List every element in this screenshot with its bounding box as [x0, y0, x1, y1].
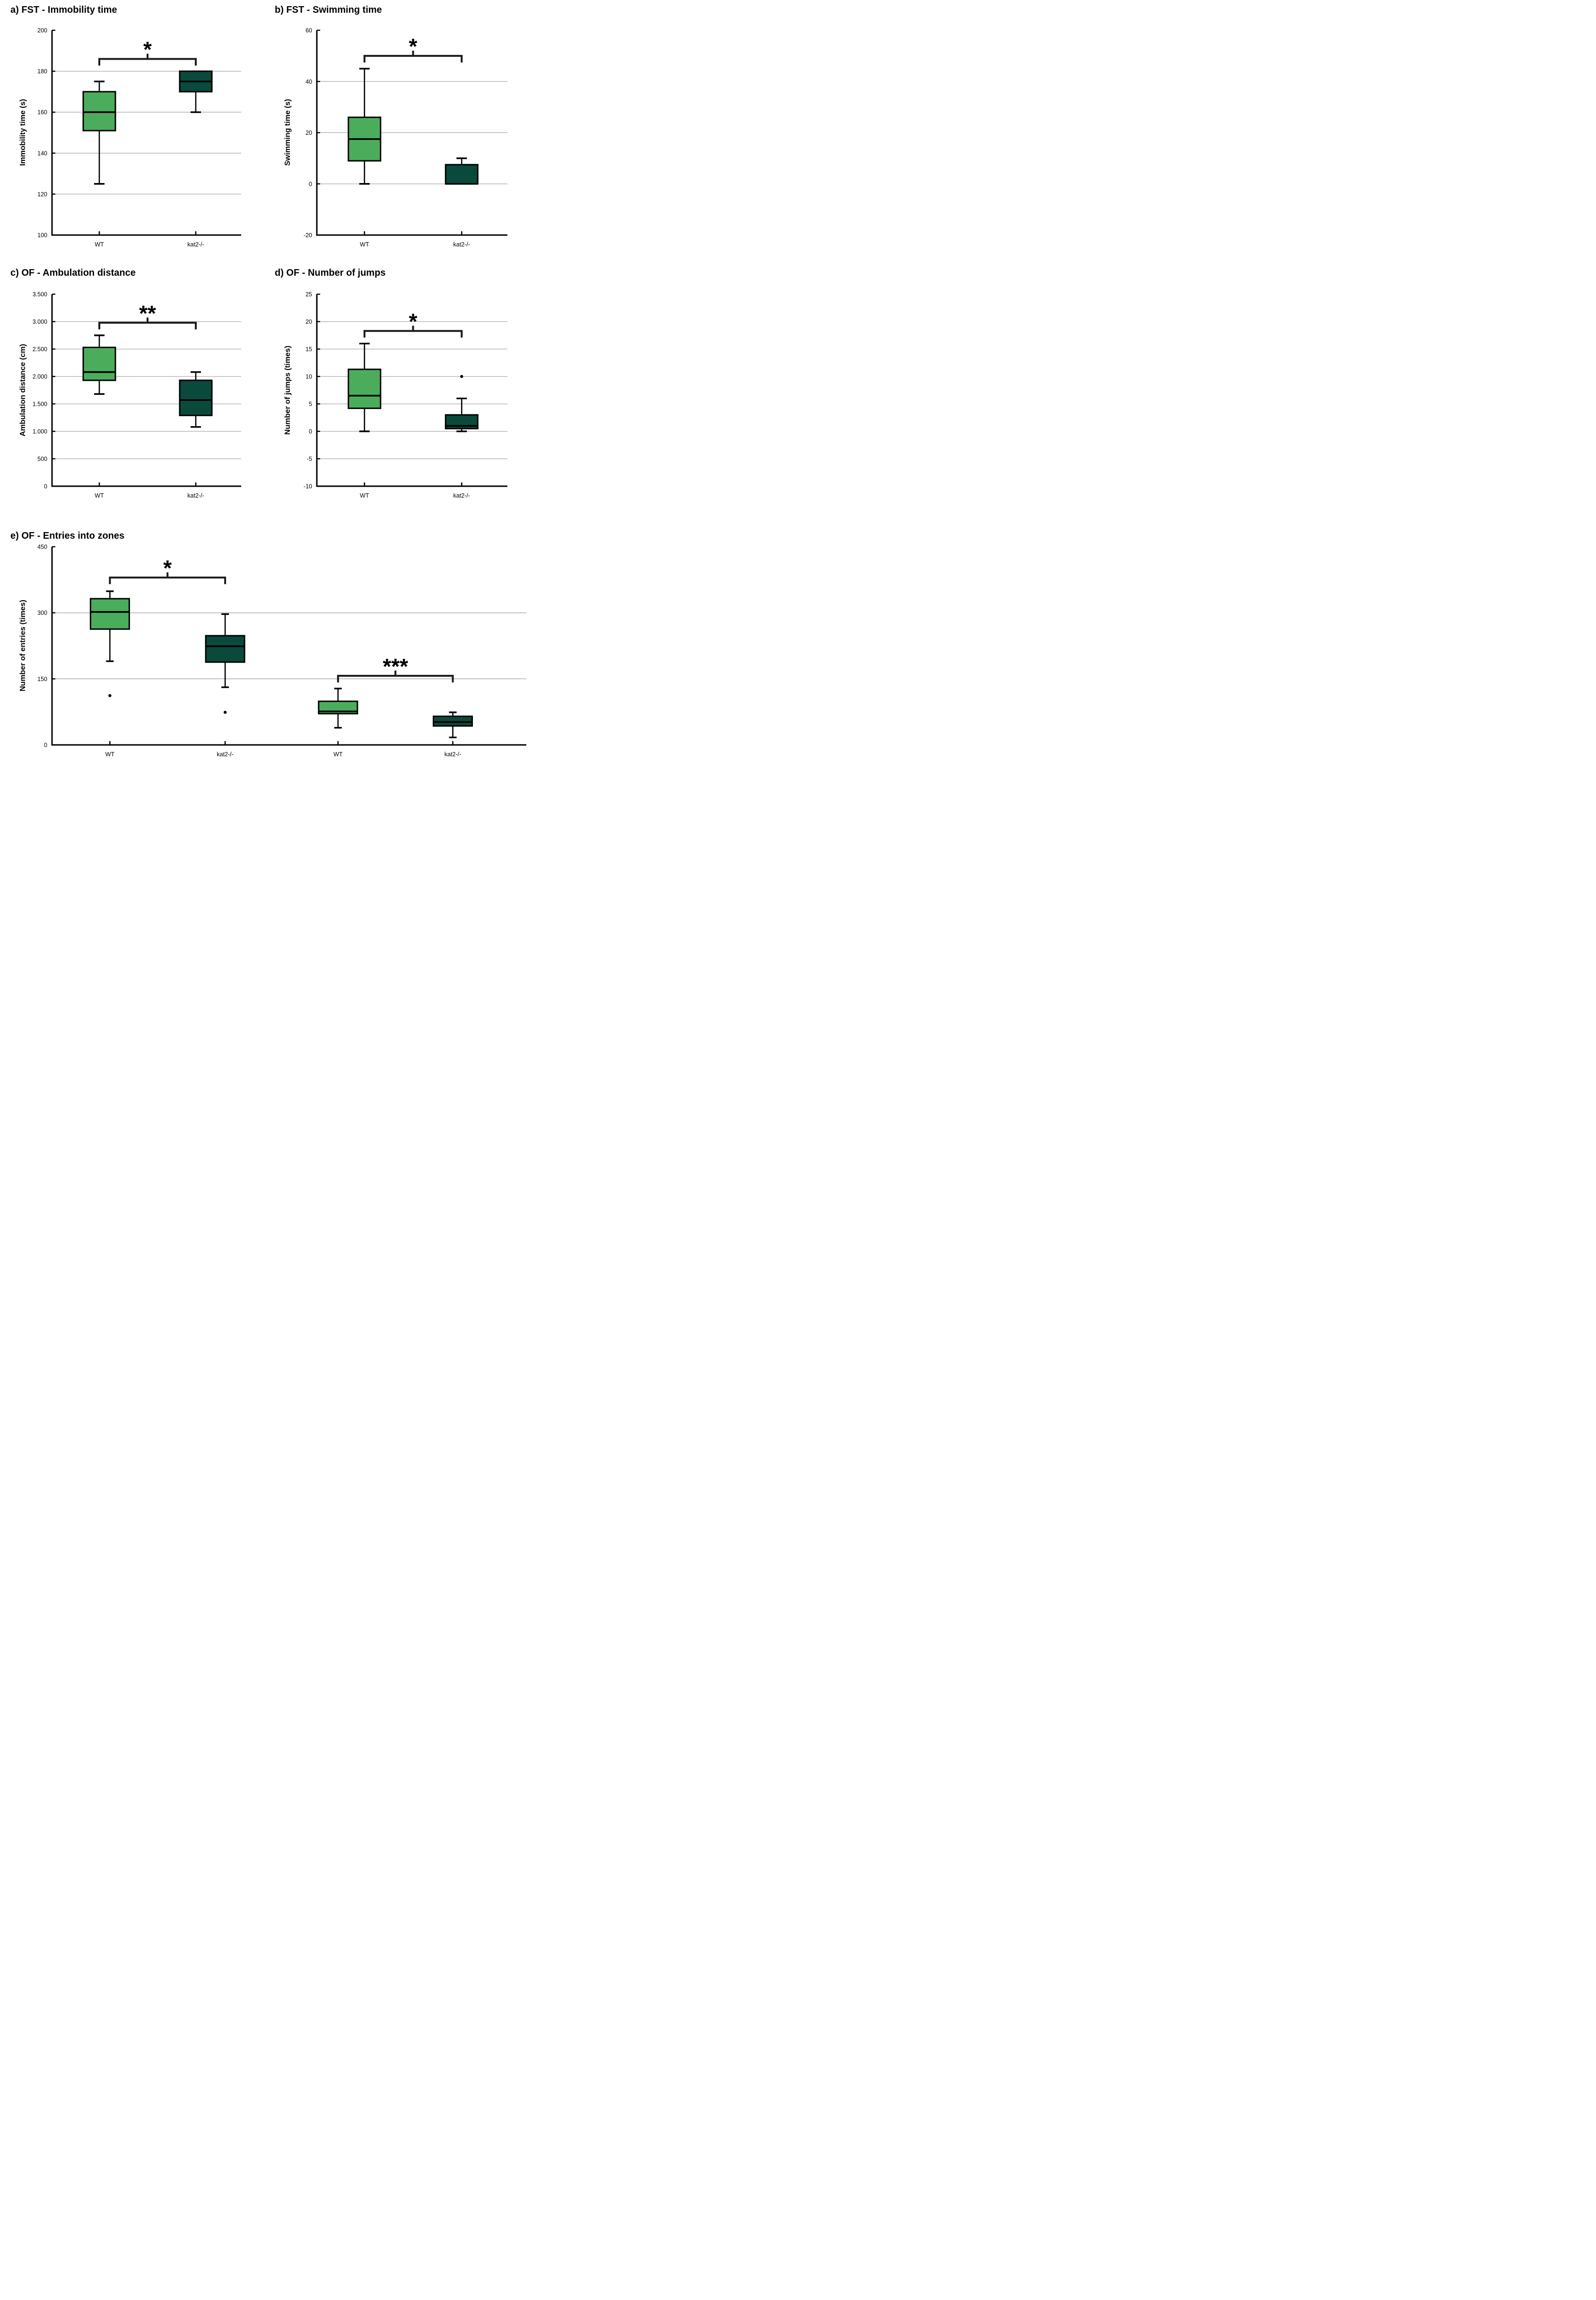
x-category-label: WT [360, 492, 369, 499]
y-tick-label: 2.500 [33, 346, 47, 353]
panel-c-plot-area: 0 500 1.000 1.500 2.000 2.500 3.000 3.500 WT kat2… [33, 291, 241, 499]
y-tick-label: 20 [305, 319, 312, 325]
panel-c: c) OF - Ambulation distance Ambulation d… [0, 260, 266, 528]
y-tick-label: 150 [37, 676, 47, 682]
panel-a: a) FST - Immobility time Immobility time… [0, 0, 266, 260]
panel-b-title: b) FST - Swimming time [275, 5, 382, 15]
y-tick-label: 500 [37, 456, 47, 463]
y-tick-label: 3.500 [33, 291, 47, 298]
panel-e: e) OF - Entries into zones Number of ent… [0, 528, 532, 767]
x-category-label: WT [95, 492, 104, 499]
y-tick-label: 120 [37, 191, 47, 198]
panel-d-chart: d) OF - Number of jumps Number of jumps … [275, 268, 507, 499]
y-tick-label: 160 [37, 109, 47, 116]
panel-b-chart: b) FST - Swimming time Swimming time (s)… [275, 5, 507, 248]
outlier-dot [223, 710, 227, 714]
panel-c-title: c) OF - Ambulation distance [10, 268, 136, 278]
panel-d: d) OF - Number of jumps Number of jumps … [266, 260, 532, 528]
y-tick-label: -10 [304, 483, 312, 490]
x-category-label: kat2-/- [187, 241, 204, 248]
panel-e-title: e) OF - Entries into zones [10, 531, 124, 541]
x-category-label: WT [95, 241, 104, 248]
figure: a) FST - Immobility time Immobility time… [0, 0, 532, 767]
outlier-dot [460, 375, 463, 378]
figure-row-1: a) FST - Immobility time Immobility time… [0, 0, 532, 260]
y-tick-label: 10 [305, 374, 312, 380]
x-category-label: kat2-/- [187, 492, 204, 499]
y-tick-label: 0 [44, 483, 47, 490]
y-tick-label: 0 [309, 429, 312, 435]
outlier-dot [108, 694, 112, 697]
y-tick-label: 15 [305, 346, 312, 353]
sig-label: * [409, 309, 418, 334]
box-kat2 [433, 715, 473, 727]
y-tick-label: 300 [37, 610, 47, 616]
panel-d-title: d) OF - Number of jumps [275, 268, 385, 278]
box-wt [82, 347, 116, 381]
x-category-label: kat2-/- [454, 492, 470, 499]
panel-e-ylabel: Number of entries (times) [19, 600, 27, 691]
box-wt [89, 598, 130, 630]
y-tick-label: 450 [37, 544, 47, 551]
panel-c-chart: c) OF - Ambulation distance Ambulation d… [10, 268, 241, 499]
y-tick-label: 100 [37, 232, 47, 239]
x-category-label: kat2-/- [445, 751, 461, 758]
panel-c-ylabel: Ambulation distance (cm) [19, 344, 27, 437]
y-tick-label: 25 [305, 291, 312, 298]
y-tick-label: 140 [37, 150, 47, 157]
y-tick-label: 200 [37, 27, 47, 34]
panel-d-plot-area: -10 -5 0 5 10 15 20 25 WT kat2-/- * [304, 291, 507, 499]
panel-b: b) FST - Swimming time Swimming time (s)… [266, 0, 532, 260]
y-tick-label: 0 [44, 742, 47, 749]
y-tick-label: 5 [309, 401, 312, 408]
box-wt [348, 368, 382, 409]
x-category-label: kat2-/- [217, 751, 233, 758]
y-tick-label: 180 [37, 68, 47, 75]
y-tick-label: 2.000 [33, 374, 47, 380]
figure-row-3: e) OF - Entries into zones Number of ent… [0, 528, 532, 767]
y-tick-label: -20 [304, 232, 312, 239]
y-tick-label: 0 [309, 181, 312, 187]
box-kat2 [205, 635, 245, 663]
figure-row-2: c) OF - Ambulation distance Ambulation d… [0, 260, 532, 528]
x-category-label: WT [360, 241, 369, 248]
sig-bracket [337, 674, 454, 682]
y-tick-label: 1.500 [33, 401, 47, 408]
panel-a-chart: a) FST - Immobility time Immobility time… [10, 5, 241, 248]
panel-d-ylabel: Number of jumps (times) [284, 346, 292, 435]
sig-label: * [163, 556, 172, 580]
panel-a-plot-area: 100 120 140 160 180 200 WT kat2-/- * [37, 27, 241, 248]
panel-a-title: a) FST - Immobility time [10, 5, 117, 15]
box-kat2 [445, 164, 479, 185]
x-category-label: WT [333, 751, 343, 758]
sig-label: *** [383, 654, 408, 679]
panel-b-ylabel: Swimming time (s) [284, 99, 292, 166]
y-tick-label: 60 [305, 27, 312, 34]
panel-e-chart: e) OF - Entries into zones Number of ent… [10, 531, 526, 758]
y-tick-label: 40 [305, 79, 312, 85]
x-category-label: WT [105, 751, 115, 758]
box-kat2 [179, 379, 213, 416]
x-category-label: kat2-/- [454, 241, 470, 248]
y-tick-label: 3.000 [33, 319, 47, 325]
sig-label: * [409, 34, 418, 59]
y-tick-label: 1.000 [33, 429, 47, 435]
panel-a-ylabel: Immobility time (s) [19, 99, 27, 166]
sig-bracket [109, 577, 227, 585]
y-tick-label: 20 [305, 130, 312, 136]
sig-label: ** [139, 301, 156, 325]
sig-label: * [143, 37, 152, 62]
box-wt [82, 91, 116, 131]
panel-b-plot-area: -20 0 20 40 60 WT kat2-/- * [304, 27, 507, 248]
y-tick-label: -5 [307, 456, 312, 463]
